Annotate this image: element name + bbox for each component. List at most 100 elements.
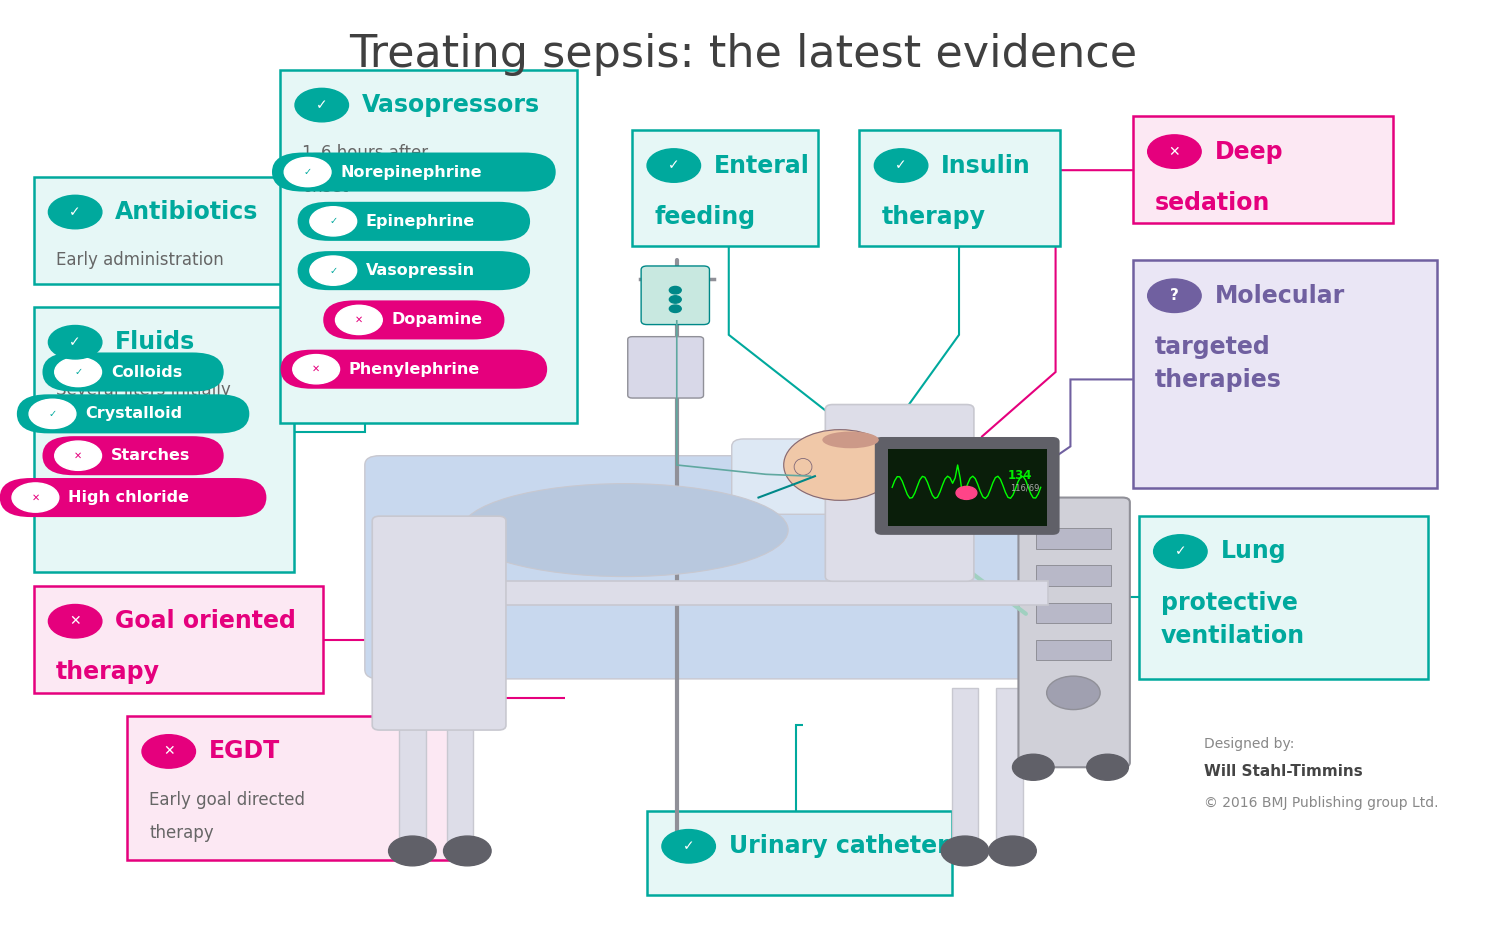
FancyBboxPatch shape: [0, 478, 267, 517]
Circle shape: [142, 735, 195, 768]
Text: Vasopressors: Vasopressors: [362, 93, 540, 117]
FancyBboxPatch shape: [1036, 640, 1110, 660]
Text: ventilation: ventilation: [1161, 624, 1305, 648]
Text: 1–6 hours after: 1–6 hours after: [303, 144, 429, 162]
Text: Early administration: Early administration: [56, 251, 223, 269]
FancyBboxPatch shape: [33, 586, 322, 693]
FancyBboxPatch shape: [42, 436, 224, 475]
FancyBboxPatch shape: [1036, 528, 1110, 549]
Text: ✓: ✓: [668, 158, 680, 173]
Circle shape: [54, 357, 102, 387]
Text: ✓: ✓: [69, 205, 81, 219]
Text: Vasopressin: Vasopressin: [366, 263, 476, 278]
FancyBboxPatch shape: [399, 688, 426, 856]
Text: Starches: Starches: [111, 448, 190, 463]
Circle shape: [874, 149, 928, 182]
FancyBboxPatch shape: [16, 394, 249, 433]
Text: Norepinephrine: Norepinephrine: [340, 165, 482, 179]
Ellipse shape: [462, 484, 788, 577]
FancyBboxPatch shape: [888, 449, 1047, 526]
FancyBboxPatch shape: [297, 251, 530, 290]
Circle shape: [669, 305, 681, 312]
Text: ✕: ✕: [356, 315, 363, 325]
FancyBboxPatch shape: [996, 688, 1023, 856]
Text: Enteral: Enteral: [714, 153, 810, 178]
Circle shape: [296, 88, 348, 122]
FancyBboxPatch shape: [372, 516, 506, 730]
Circle shape: [284, 157, 332, 187]
FancyBboxPatch shape: [1019, 498, 1130, 767]
Text: ✓: ✓: [328, 217, 338, 226]
Text: ✓: ✓: [1174, 544, 1186, 559]
Text: EGDT: EGDT: [209, 739, 280, 764]
FancyBboxPatch shape: [646, 811, 951, 895]
FancyBboxPatch shape: [1036, 565, 1110, 586]
Text: 134: 134: [1008, 469, 1032, 482]
Text: ?: ?: [1170, 288, 1179, 303]
Text: Several liters initially: Several liters initially: [56, 381, 231, 399]
Text: ✓: ✓: [69, 335, 81, 350]
Circle shape: [28, 399, 76, 429]
Circle shape: [646, 149, 700, 182]
Text: © 2016 BMJ Publishing group Ltd.: © 2016 BMJ Publishing group Ltd.: [1204, 795, 1438, 810]
Circle shape: [1013, 754, 1054, 780]
FancyBboxPatch shape: [322, 300, 504, 339]
Text: therapy: therapy: [150, 824, 214, 842]
FancyBboxPatch shape: [42, 352, 224, 392]
Text: Goal oriented: Goal oriented: [116, 609, 296, 633]
Text: Molecular: Molecular: [1215, 284, 1346, 308]
Text: Lung: Lung: [1221, 539, 1286, 564]
Text: Phenylephrine: Phenylephrine: [350, 362, 480, 377]
Circle shape: [988, 836, 1036, 866]
FancyBboxPatch shape: [1132, 116, 1394, 223]
Text: ✕: ✕: [32, 493, 39, 502]
Text: ✕: ✕: [164, 744, 174, 759]
Text: High chloride: High chloride: [68, 490, 189, 505]
Text: ✓: ✓: [303, 167, 312, 177]
Text: ✓: ✓: [896, 158, 908, 173]
FancyBboxPatch shape: [632, 130, 818, 246]
FancyBboxPatch shape: [380, 581, 1048, 604]
Text: sedation: sedation: [1155, 191, 1270, 215]
Text: Urinary catheter: Urinary catheter: [729, 834, 948, 858]
Text: Fluids: Fluids: [116, 330, 195, 354]
Circle shape: [669, 296, 681, 303]
Circle shape: [336, 305, 382, 335]
FancyBboxPatch shape: [1138, 516, 1428, 679]
Text: Antibiotics: Antibiotics: [116, 200, 258, 224]
FancyBboxPatch shape: [364, 456, 1048, 679]
Text: therapies: therapies: [1155, 368, 1282, 392]
FancyBboxPatch shape: [951, 688, 978, 856]
Text: therapy: therapy: [882, 205, 986, 229]
Text: Insulin: Insulin: [940, 153, 1030, 178]
Circle shape: [940, 836, 988, 866]
Text: Colloids: Colloids: [111, 365, 182, 379]
Circle shape: [48, 604, 102, 638]
FancyBboxPatch shape: [628, 337, 704, 398]
Circle shape: [310, 206, 357, 236]
FancyBboxPatch shape: [1036, 603, 1110, 623]
Text: Deep: Deep: [1215, 140, 1282, 164]
Text: ✓: ✓: [74, 367, 82, 377]
Text: ✕: ✕: [69, 614, 81, 629]
FancyBboxPatch shape: [272, 153, 555, 192]
Text: ✓: ✓: [328, 266, 338, 275]
FancyBboxPatch shape: [859, 130, 1060, 246]
Text: therapy: therapy: [56, 660, 160, 684]
FancyBboxPatch shape: [33, 307, 294, 572]
Text: Early goal directed: Early goal directed: [150, 790, 306, 808]
Ellipse shape: [822, 432, 879, 448]
Text: onset: onset: [303, 178, 348, 195]
Text: targeted: targeted: [1155, 335, 1270, 359]
FancyBboxPatch shape: [732, 439, 920, 514]
Circle shape: [388, 836, 436, 866]
Circle shape: [1047, 676, 1100, 710]
Text: Will Stahl-Timmins: Will Stahl-Timmins: [1204, 764, 1364, 779]
Circle shape: [12, 483, 58, 512]
Text: ✕: ✕: [312, 365, 320, 374]
Circle shape: [48, 195, 102, 229]
Text: protective: protective: [1161, 591, 1298, 615]
Circle shape: [669, 286, 681, 294]
Text: Epinephrine: Epinephrine: [366, 214, 476, 229]
FancyBboxPatch shape: [280, 350, 548, 389]
